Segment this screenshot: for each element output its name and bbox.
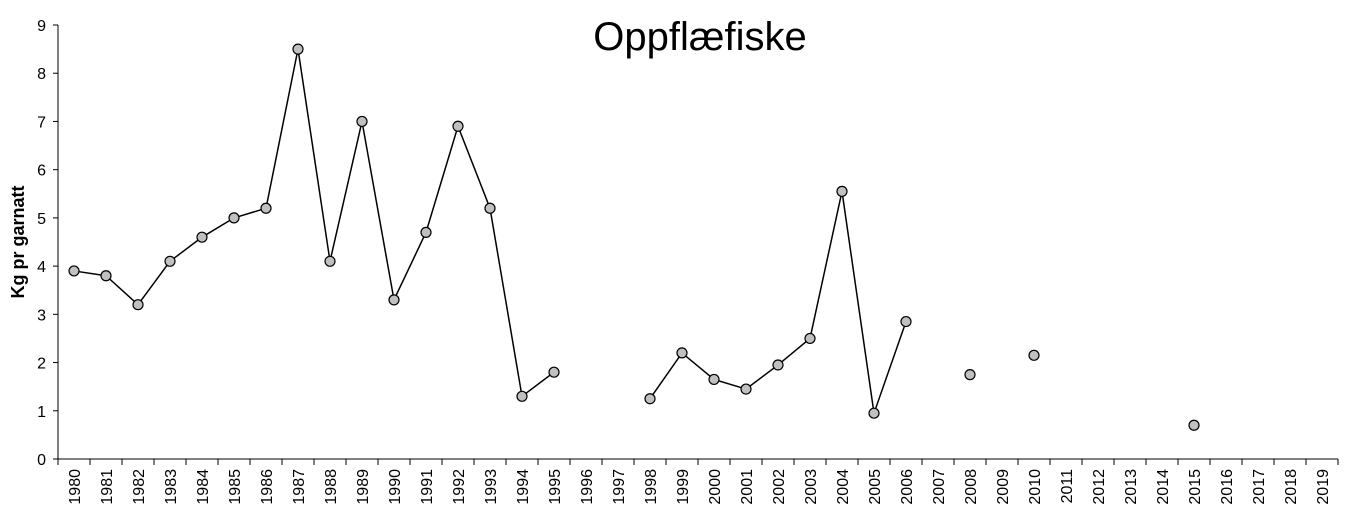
data-point: [292, 43, 304, 55]
x-tick-label: 1987: [291, 469, 308, 505]
x-tick-label: 1991: [419, 469, 436, 505]
data-point: [644, 393, 656, 405]
y-tick-label: 9: [37, 18, 46, 35]
y-tick-label: 8: [37, 66, 46, 83]
data-line: [74, 49, 1194, 425]
data-point: [804, 332, 816, 345]
data-point: [324, 255, 336, 267]
x-tick-label: 2004: [835, 469, 852, 505]
y-axis-label: Kg pr garnatt: [8, 185, 28, 298]
data-point: [356, 115, 368, 128]
x-tick-label: 1989: [355, 469, 372, 505]
x-tick-label: 2015: [1187, 469, 1204, 505]
x-tick-label: 2010: [1027, 469, 1044, 505]
x-tick-label: 1995: [547, 469, 564, 505]
data-point: [164, 255, 176, 267]
data-point: [740, 383, 752, 395]
x-tick-label: 1994: [515, 469, 532, 505]
x-tick-label: 2013: [1123, 469, 1140, 505]
x-tick-label: 1986: [259, 469, 276, 505]
x-tick-label: 1998: [643, 469, 660, 505]
x-tick-label: 2008: [963, 469, 980, 505]
data-point: [868, 407, 880, 419]
data-point: [68, 265, 80, 277]
data-point: [132, 299, 144, 311]
x-tick-label: 1993: [483, 469, 500, 505]
x-tick-label: 2018: [1283, 469, 1300, 505]
data-point: [452, 120, 464, 132]
data-point: [900, 315, 912, 328]
data-point: [964, 369, 976, 381]
data-point: [676, 347, 688, 359]
x-tick-label: 2017: [1251, 469, 1268, 505]
y-tick-label: 0: [37, 452, 46, 469]
x-tick-label: 1988: [323, 469, 340, 505]
y-tick-label: 5: [37, 211, 46, 228]
data-point: [484, 202, 496, 214]
x-tick-label: 2006: [899, 469, 916, 505]
x-tick-label: 2007: [931, 469, 948, 505]
y-tick-label: 7: [37, 114, 46, 131]
x-tick-label: 1985: [227, 469, 244, 505]
x-tick-label: 2005: [867, 469, 884, 505]
y-tick-label: 1: [37, 404, 46, 421]
x-tick-label: 1981: [99, 469, 116, 505]
y-tick-label: 2: [37, 356, 46, 373]
x-tick-label: 1980: [67, 469, 84, 505]
data-point: [516, 390, 528, 402]
data-point: [708, 373, 720, 386]
data-point: [228, 212, 240, 224]
x-tick-label: 2000: [707, 469, 724, 505]
x-tick-label: 2009: [995, 469, 1012, 505]
chart-title: Oppflæfiske: [593, 15, 806, 59]
x-tick-label: 1982: [131, 469, 148, 505]
data-point: [420, 226, 432, 238]
data-point: [836, 185, 848, 197]
x-tick-label: 2019: [1315, 469, 1332, 505]
x-tick-label: 1996: [579, 469, 596, 505]
y-tick-label: 3: [37, 307, 46, 324]
x-tick-label: 2012: [1091, 469, 1108, 505]
x-tick-label: 2014: [1155, 469, 1172, 505]
x-tick-label: 1992: [451, 469, 468, 505]
x-tick-label: 2016: [1219, 469, 1236, 505]
x-tick-label: 2003: [803, 469, 820, 505]
data-point: [1188, 419, 1200, 431]
x-tick-label: 1997: [611, 469, 628, 505]
data-point: [100, 270, 112, 282]
x-tick-label: 1990: [387, 469, 404, 505]
y-tick-label: 4: [37, 259, 46, 276]
x-tick-label: 1999: [675, 469, 692, 505]
x-tick-label: 1983: [163, 469, 180, 505]
data-point: [772, 359, 784, 371]
data-point: [196, 231, 208, 243]
x-tick-label: 2002: [771, 469, 788, 505]
x-tick-label: 2001: [739, 469, 756, 505]
x-tick-label: 1984: [195, 469, 212, 505]
x-tick-label: 2011: [1059, 469, 1076, 504]
data-point: [1028, 349, 1040, 361]
data-point: [548, 366, 560, 378]
data-point: [260, 202, 272, 214]
y-tick-label: 6: [37, 163, 46, 180]
data-point: [388, 294, 400, 306]
